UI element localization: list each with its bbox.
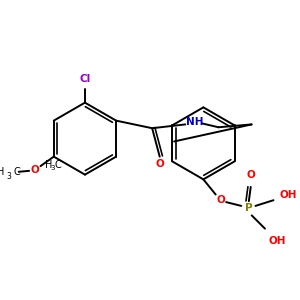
Text: O: O: [246, 169, 255, 180]
Text: C: C: [55, 160, 62, 170]
Text: O: O: [216, 195, 225, 205]
Text: P: P: [245, 203, 253, 213]
Text: NH: NH: [186, 117, 203, 127]
Text: O: O: [155, 159, 164, 169]
Text: H: H: [0, 167, 4, 177]
Text: 3: 3: [7, 172, 12, 181]
Text: C: C: [14, 167, 21, 177]
Text: OH: OH: [268, 236, 286, 246]
Text: O: O: [31, 165, 39, 175]
Text: H: H: [45, 160, 52, 170]
Text: 3: 3: [51, 165, 55, 171]
Text: Cl: Cl: [79, 74, 91, 84]
Text: OH: OH: [280, 190, 297, 200]
